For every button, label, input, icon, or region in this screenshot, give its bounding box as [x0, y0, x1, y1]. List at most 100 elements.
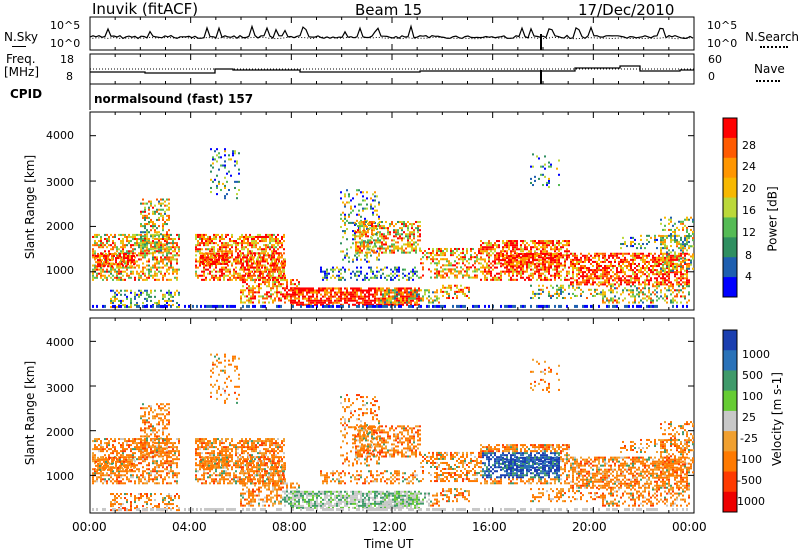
power-cell-663: [112, 289, 114, 292]
power-cell-2129: [332, 303, 334, 306]
power-cell-2969: [405, 225, 407, 228]
power-cell-614: [115, 252, 117, 256]
power-cell-3703: [530, 278, 532, 281]
power-cell-25: [94, 242, 96, 245]
power-cell-4675: [668, 273, 670, 276]
power-cell-2485: [360, 266, 362, 269]
power-cell-1533: [279, 242, 281, 245]
power-cell-2493: [368, 266, 370, 269]
power-cell-2743: [355, 241, 357, 244]
power-cell-4453: [626, 283, 628, 286]
nsky-tick-low: 10^0: [50, 37, 81, 50]
power-cell-3123: [428, 301, 430, 304]
power-cell-2826: [371, 223, 373, 226]
power-cell-3395: [480, 278, 482, 281]
power-cell-1376: [255, 235, 257, 238]
power-cell-2952: [401, 229, 403, 232]
power-cell-3333: [474, 256, 476, 259]
power-cell-2236: [364, 299, 366, 302]
power-cell-3677: [524, 244, 526, 247]
power-cell-2424: [418, 299, 420, 302]
power-cell-2583: [344, 215, 346, 218]
power-cell-2198: [352, 287, 354, 290]
power-cell-3974: [512, 257, 514, 260]
power-cell-645: [131, 265, 133, 268]
power-cell-4509: [636, 269, 638, 272]
power-cell-1430: [263, 240, 265, 243]
power-cell-3240: [450, 272, 452, 275]
power-cell-883: [158, 241, 160, 244]
power-cell-3542: [504, 244, 506, 247]
power-cell-4308: [598, 281, 600, 284]
power-cell-4520: [638, 264, 640, 268]
power-cell-1842: [252, 293, 254, 296]
power-cell-3144: [420, 262, 422, 265]
power-cell-3397: [480, 266, 482, 269]
power-cell-3632: [518, 270, 520, 273]
power-cell-3202: [440, 270, 442, 273]
power-cell-2728: [376, 195, 378, 198]
power-cell-3829: [550, 274, 552, 277]
power-cell-2729: [378, 258, 380, 261]
power-cell-1059: [209, 242, 211, 245]
power-cell-307: [140, 252, 142, 255]
power-cell-3124: [428, 299, 430, 302]
power-cell-2139: [334, 287, 336, 290]
power-cell-2623: [354, 234, 356, 237]
power-cell-1080: [213, 274, 215, 277]
power-cell-4398: [614, 260, 616, 263]
power-cell-536: [174, 250, 176, 253]
power-cell-1671: [250, 252, 252, 255]
power-cell-3125: [428, 295, 430, 298]
power-cell-2216: [358, 297, 360, 300]
power-cell-1008: [203, 270, 205, 273]
power-cell-3910: [564, 264, 566, 267]
power-cell-282: [136, 254, 138, 257]
power-cell-3008: [413, 233, 415, 236]
power-cell-4357: [606, 275, 608, 278]
power-cell-1442: [265, 246, 267, 249]
power-cell-2601: [348, 213, 350, 216]
power-cell-1057: [209, 250, 211, 253]
power-cell-2796: [365, 235, 367, 238]
power-cell-2191: [352, 303, 354, 306]
power-cell-525: [172, 250, 174, 253]
power-cell-4569: [648, 267, 650, 270]
power-cell-4348: [604, 264, 606, 268]
power-cell-1004: [201, 233, 203, 236]
power-cell-4054: [548, 265, 550, 268]
power-cell-4290: [594, 273, 596, 276]
power-cell-676: [118, 291, 120, 294]
power-cell-2025: [302, 303, 304, 306]
freq-tick-low: 8: [66, 70, 73, 83]
power-cell-4263: [588, 269, 590, 272]
power-cell-3086: [404, 289, 406, 292]
power-cell-1547: [281, 237, 283, 241]
power-cell-1655: [248, 276, 250, 279]
power-cell-1726: [266, 258, 268, 261]
power-cell-4611: [656, 258, 658, 261]
power-cell-3905: [562, 244, 564, 247]
power-cell-3020: [417, 239, 419, 242]
power-cell-2141: [336, 299, 338, 302]
power-cell-3978: [514, 255, 516, 258]
power-cell-2379: [404, 287, 406, 290]
power-cell-4793: [604, 301, 606, 304]
power-cell-3028: [419, 247, 421, 250]
power-cell-3401: [480, 252, 482, 255]
nsky-line: [89, 24, 694, 40]
power-cell-906: [162, 245, 164, 248]
power-cell-1034: [205, 233, 207, 236]
power-cell-3024: [417, 227, 419, 230]
power-cell-1787: [282, 270, 284, 273]
power-cell-1965: [292, 283, 294, 286]
power-cell-703: [134, 293, 136, 296]
power-cell-3877: [558, 272, 560, 275]
power-cell-769: [174, 293, 176, 296]
power-cell-3900: [562, 268, 564, 271]
power-cell-959: [195, 254, 197, 257]
power-cell-1954: [288, 289, 290, 292]
power-cell-471: [164, 240, 166, 243]
power-cell-2042: [306, 291, 308, 294]
power-cell-702: [134, 295, 136, 298]
